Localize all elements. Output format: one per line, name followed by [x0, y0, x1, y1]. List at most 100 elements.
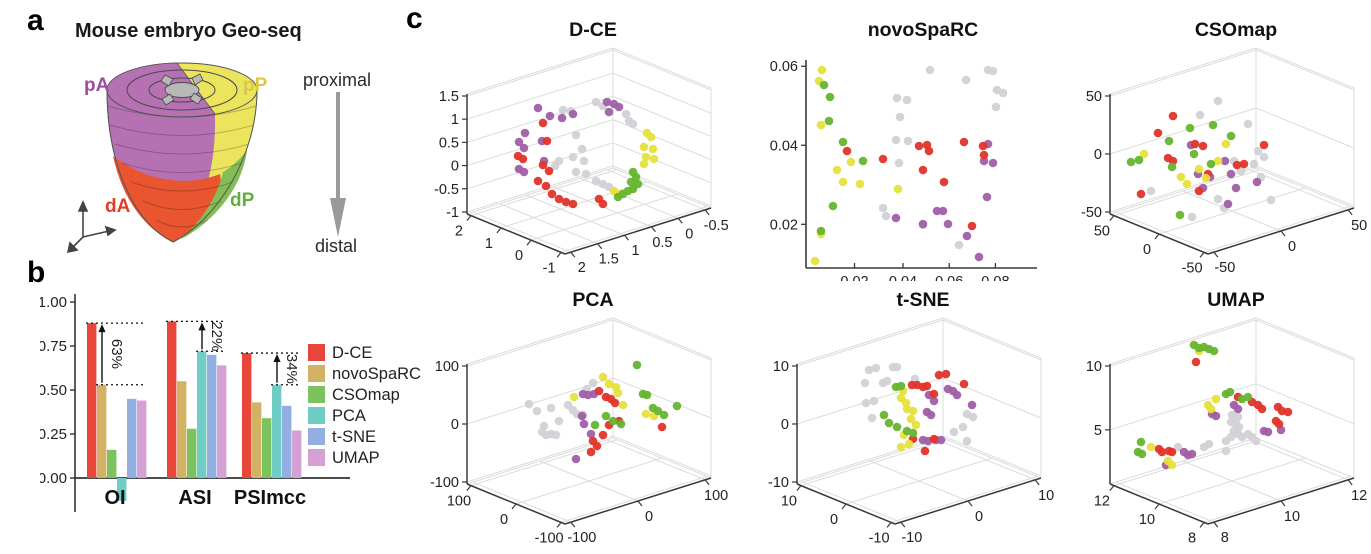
svg-text:100: 100 — [447, 494, 471, 510]
scatter-plot-umap: 10 5 12 10 8 8 10 12 UMAP — [1058, 286, 1371, 551]
svg-text:1: 1 — [632, 243, 640, 259]
axes-glyph-icon — [66, 200, 117, 254]
plot-title: t-SNE — [896, 289, 949, 311]
plot-title: CSOmap — [1195, 19, 1277, 41]
scatter-points-g — [816, 80, 868, 236]
scatter-points-g — [613, 167, 643, 202]
pct-annotation: 34% — [283, 354, 300, 384]
scatter-plot-tsne: 10 0 -10 10 0 -10 -10 0 10 t-SNE — [745, 286, 1060, 551]
svg-text:0.00: 0.00 — [40, 470, 67, 487]
svg-text:UMAP: UMAP — [332, 449, 380, 467]
plot-title: novoSpaRC — [868, 19, 979, 41]
embryo-body-dp — [180, 150, 247, 240]
svg-text:10: 10 — [1284, 509, 1300, 525]
bar-chart-svg: 1.00 0.75 0.50 0.25 0.00 OI ASI PSImcc 63% 22% 34%… — [40, 294, 421, 512]
scatter-points-n — [860, 362, 978, 446]
svg-text:2: 2 — [455, 224, 463, 240]
scatter-points-y — [896, 386, 921, 452]
svg-text:0.02: 0.02 — [840, 274, 868, 281]
plot-title: D-CE — [569, 19, 617, 41]
svg-text:0.02: 0.02 — [770, 217, 798, 233]
legend-swatch — [308, 428, 325, 445]
svg-text:100: 100 — [704, 488, 728, 504]
scatter-plot-csomap: 50 0 -50 50 0 -50 -50 0 50 CSOmap — [1058, 16, 1371, 281]
distal-label: distal — [315, 236, 358, 256]
svg-text:10: 10 — [1086, 359, 1102, 375]
scatter-plot-dce: 1.5 1 0.5 0 -0.5 -1 2 1 0 -1 2 1.5 1 0.5 0 -0.5 D-CE — [415, 16, 730, 281]
svg-text:0: 0 — [500, 512, 508, 528]
legend-swatch — [308, 407, 325, 424]
svg-text:ASI: ASI — [178, 487, 211, 509]
region-label-pa: pA — [84, 75, 110, 96]
svg-text:10: 10 — [781, 494, 797, 510]
scatter-points-g — [590, 360, 682, 430]
svg-text:0.04: 0.04 — [770, 138, 798, 154]
svg-text:t-SNE: t-SNE — [332, 428, 376, 446]
proximal-label: proximal — [303, 70, 372, 90]
svg-text:-1: -1 — [543, 260, 556, 276]
pct-annotation: 63% — [108, 339, 125, 369]
svg-text:50: 50 — [1351, 218, 1367, 234]
svg-text:34%: 34% — [283, 354, 300, 384]
embryo-hub — [164, 82, 200, 98]
svg-text:-100: -100 — [535, 530, 564, 546]
scatter-points-y — [569, 372, 659, 421]
svg-text:2: 2 — [578, 260, 586, 276]
svg-text:10: 10 — [1139, 512, 1155, 528]
svg-text:-50: -50 — [1182, 260, 1203, 276]
svg-text:0: 0 — [1143, 242, 1151, 258]
svg-text:0.5: 0.5 — [439, 135, 459, 151]
svg-text:10: 10 — [773, 359, 789, 375]
svg-text:0.06: 0.06 — [770, 59, 798, 75]
embryo-outline — [106, 89, 258, 243]
bar-chart-panel: 1.00 0.75 0.50 0.25 0.00 OI ASI PSImcc 63% 22% 34%… — [40, 290, 425, 554]
region-label-dp: dP — [230, 190, 255, 211]
scatter-points-n — [550, 97, 638, 192]
svg-text:0: 0 — [451, 417, 459, 433]
proximal-distal-arrow — [330, 92, 346, 237]
scatter2d-svg: 0.06 0.04 0.02 0.02 0.04 0.06 0.08 novoSpaRC — [770, 19, 1037, 281]
svg-text:-0.5: -0.5 — [434, 182, 459, 198]
pct-annotation: 22% — [208, 321, 225, 351]
panel-a-title: Mouse embryo Geo-seq — [75, 20, 302, 42]
svg-text:0.25: 0.25 — [40, 426, 67, 443]
svg-text:63%: 63% — [108, 339, 125, 369]
svg-text:1: 1 — [451, 112, 459, 128]
scatter-points-r — [907, 369, 969, 456]
svg-text:8: 8 — [1188, 530, 1196, 546]
svg-text:-100: -100 — [567, 530, 596, 546]
svg-text:-10: -10 — [901, 530, 922, 546]
region-label-da: dA — [105, 196, 131, 217]
svg-text:10: 10 — [1038, 488, 1054, 504]
panel-b-label: b — [27, 256, 46, 289]
svg-text:-10: -10 — [768, 475, 789, 491]
svg-text:0: 0 — [830, 512, 838, 528]
scatter-points-g — [879, 381, 918, 438]
svg-text:8: 8 — [1221, 530, 1229, 546]
scatter-points-y — [810, 65, 903, 266]
svg-text:-50: -50 — [1214, 260, 1235, 276]
scatter3d-svg: 50 0 -50 50 0 -50 -50 0 50 CSOmap — [1081, 19, 1367, 276]
svg-text:-0.5: -0.5 — [704, 218, 729, 234]
svg-text:0: 0 — [645, 509, 653, 525]
svg-text:1.5: 1.5 — [439, 89, 459, 105]
plot-title: PCA — [572, 289, 613, 311]
legend-swatch — [308, 365, 325, 382]
svg-text:100: 100 — [435, 359, 459, 375]
scatter-points-g — [1133, 340, 1253, 459]
svg-text:0: 0 — [781, 417, 789, 433]
bar-chart-legend: D-CE novoSpaRC CSOmap PCA t-SNE UMAP — [308, 344, 421, 467]
svg-text:PCA: PCA — [332, 407, 366, 425]
svg-text:OI: OI — [104, 487, 125, 509]
svg-text:0: 0 — [975, 509, 983, 525]
scatter-points-p — [514, 97, 624, 177]
embryo-wedges — [160, 73, 204, 106]
scatter3d-svg: 1.5 1 0.5 0 -0.5 -1 2 1 0 -1 2 1.5 1 0.5 0 -0.5 D-CE — [434, 19, 729, 276]
svg-text:12: 12 — [1351, 488, 1367, 504]
svg-text:CSOmap: CSOmap — [332, 386, 400, 404]
svg-text:1.00: 1.00 — [40, 294, 67, 311]
legend-swatch — [308, 386, 325, 403]
region-label-pp: pP — [243, 75, 268, 96]
scatter-points-r — [513, 118, 608, 209]
